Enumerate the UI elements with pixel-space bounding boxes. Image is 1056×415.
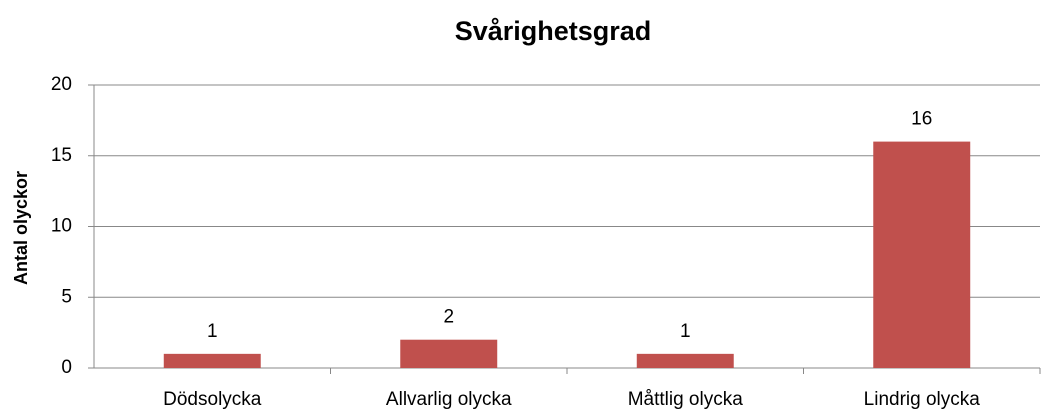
x-tick-label: Dödsolycka (163, 389, 262, 410)
bar (400, 339, 498, 368)
y-tick-label: 20 (51, 74, 72, 95)
y-tick-label: 15 (51, 145, 72, 166)
data-label: 1 (207, 321, 218, 342)
y-axis-label: Antal olyckor (11, 171, 31, 285)
chart-title: Svårighetsgrad (455, 16, 652, 46)
bar (873, 141, 971, 368)
data-label: 16 (911, 109, 932, 130)
x-tick-label: Lindrig olycka (864, 389, 981, 410)
x-tick-label: Allvarlig olycka (386, 389, 512, 410)
y-tick-label: 5 (61, 286, 72, 307)
y-tick-label: 0 (61, 357, 72, 378)
bar (636, 353, 734, 368)
data-label: 1 (680, 321, 691, 342)
bar (163, 353, 261, 368)
x-tick-label: Måttlig olycka (628, 389, 744, 410)
data-label: 2 (443, 307, 454, 328)
y-tick-label: 10 (51, 216, 72, 237)
